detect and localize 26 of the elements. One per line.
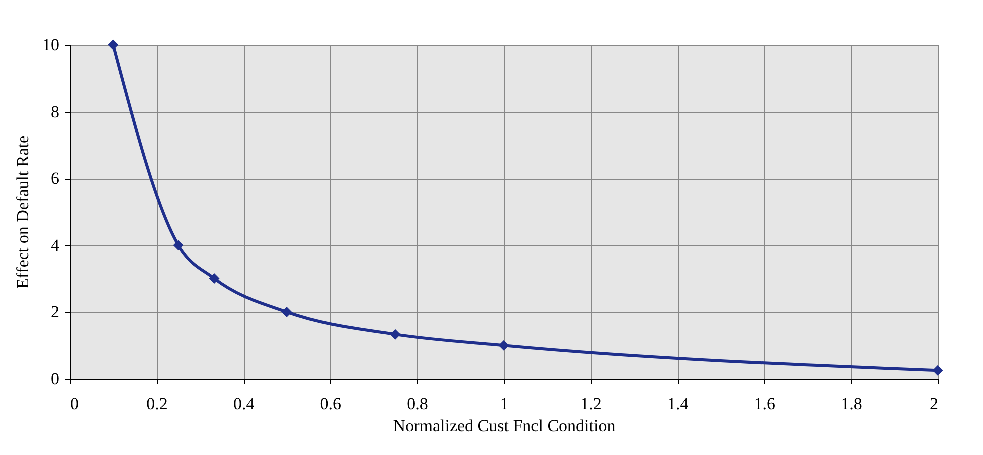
x-tick-label: 0.6: [320, 394, 342, 414]
y-tick-label: 8: [51, 102, 60, 122]
point: [108, 40, 119, 50]
point: [932, 365, 944, 376]
x-tick-label: 0.4: [233, 394, 256, 414]
point: [282, 306, 292, 318]
point: [173, 240, 184, 251]
y-tick-label: 0: [51, 370, 60, 388]
x-tick-label: 0.2: [146, 394, 168, 414]
y-tick-label: 10: [42, 36, 60, 54]
x-tick-label: 2: [930, 394, 938, 414]
point: [498, 340, 510, 351]
x-tick-label: 1.8: [841, 394, 862, 414]
point: [390, 329, 401, 340]
x-tick-label: 1: [500, 394, 509, 414]
y-axis-title: Effect on Default Rate: [14, 136, 32, 290]
y-tick-label: 6: [51, 169, 60, 188]
x-tick-label: 1.2: [580, 394, 602, 414]
point: [209, 274, 220, 284]
x-axis-title: Normalized Cust Fncl Condition: [393, 416, 616, 436]
x-tick-label: 0: [70, 394, 79, 414]
y-tick-label: 2: [51, 302, 60, 322]
x-tick-label: 1.4: [667, 394, 690, 414]
x-tick-label: 1.6: [754, 394, 776, 414]
y-tick-label: 4: [51, 236, 60, 255]
x-tick-label: 0.8: [407, 394, 428, 414]
